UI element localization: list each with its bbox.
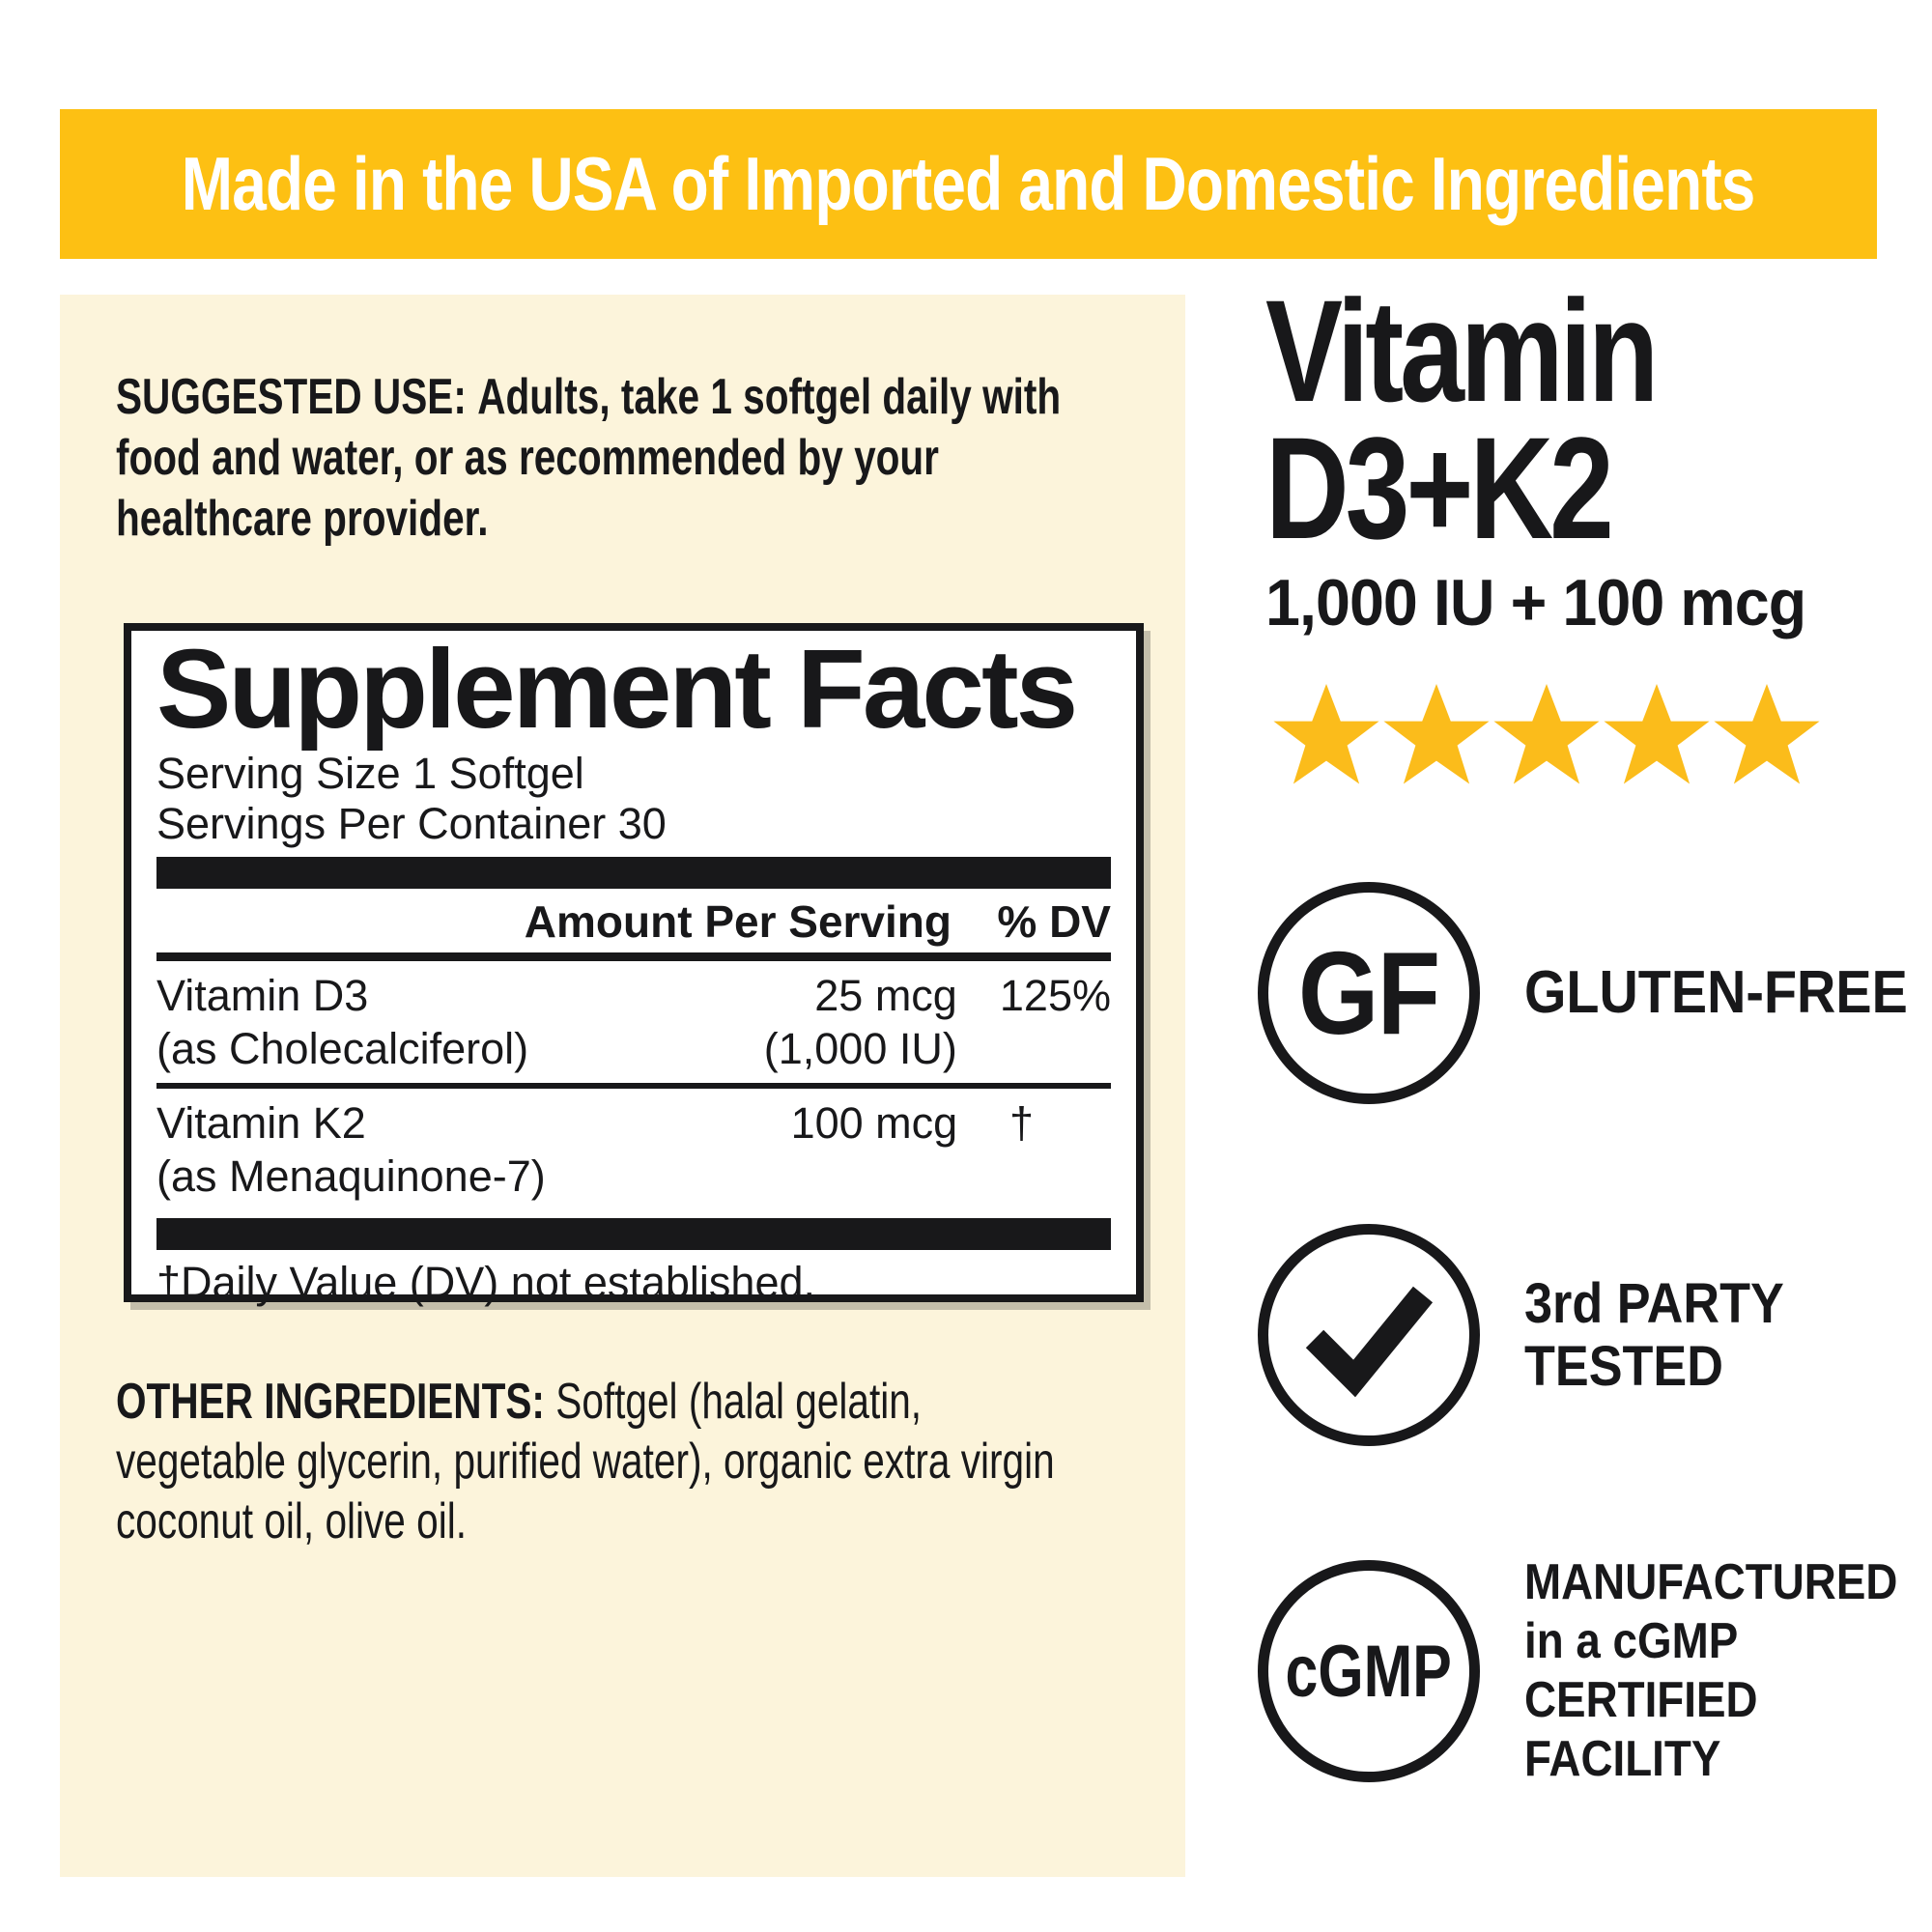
supplement-facts-panel: Supplement Facts Serving Size 1 Softgel …	[124, 623, 1144, 1306]
star-icon	[1714, 684, 1820, 784]
banner-text: Made in the USA of Imported and Domestic…	[182, 141, 1756, 226]
divider-bar-bottom	[156, 1218, 1111, 1250]
nutrient-amount: 25 mcg (1,000 IU)	[763, 971, 957, 1073]
nutrient-name: Vitamin K2 (as Menaquinone-7)	[156, 1098, 546, 1201]
other-ingredients-line3: coconut oil, olive oil.	[116, 1493, 467, 1549]
suggested-use-text: SUGGESTED USE: Adults, take 1 softgel dai…	[116, 367, 1327, 550]
badge-gluten-free: GF GLUTEN-FREE	[1258, 882, 1932, 1104]
rating-stars	[1271, 684, 1922, 788]
cgmp-label: MANUFACTURED in a cGMP CERTIFIED FACILIT…	[1524, 1554, 1898, 1787]
badge-third-party-tested: 3rd PARTY TESTED	[1258, 1224, 1813, 1446]
footnote-daily-value: †Daily Value (DV) not established.	[156, 1258, 816, 1307]
star-icon	[1604, 684, 1710, 784]
nutrient-row-vitamin-k2: Vitamin K2 (as Menaquinone-7) 100 mcg †	[156, 1089, 1111, 1210]
suggested-use-line3: healthcare provider.	[116, 491, 489, 547]
suggested-use-line1: Adults, take 1 softgel daily with	[477, 369, 1062, 425]
other-ingredients-label: OTHER INGREDIENTS:	[116, 1374, 545, 1430]
other-ingredients-text: OTHER INGREDIENTS: Softgel (halal gelatin…	[116, 1372, 1320, 1551]
product-title-line1: Vitamin	[1265, 270, 1659, 432]
right-info-column: Vitamin D3+K2 1,000 IU + 100 mcg	[1265, 270, 1922, 788]
percent-dv-header: % DV	[997, 896, 1111, 947]
star-icon	[1493, 684, 1600, 784]
cgmp-icon: cGMP	[1258, 1560, 1480, 1782]
other-ingredients-line: OTHER INGREDIENTS: Softgel (halal gelatin…	[116, 1372, 1055, 1432]
nutrient-dv: †	[1009, 1098, 1034, 1148]
nutrient-name: Vitamin D3 (as Cholecalciferol)	[156, 971, 529, 1073]
supplement-facts-title: Supplement Facts	[156, 626, 1078, 752]
third-party-tested-label: 3rd PARTY TESTED	[1524, 1272, 1784, 1398]
suggested-use-label: SUGGESTED USE:	[116, 369, 467, 425]
divider-bar-top	[156, 857, 1111, 889]
checkmark-glyph	[1305, 1286, 1434, 1398]
suggested-use-line: SUGGESTED USE: Adults, take 1 softgel dai…	[116, 367, 1061, 428]
serving-size: Serving Size 1 Softgel	[156, 749, 584, 798]
other-ingredients-line2: vegetable glycerin, purified water), org…	[116, 1434, 1055, 1490]
product-title-line2: D3+K2	[1265, 407, 1614, 569]
left-info-panel: SUGGESTED USE: Adults, take 1 softgel dai…	[60, 295, 1185, 1877]
nutrition-table-header: Amount Per Serving % DV	[156, 889, 1111, 961]
product-strength: 1,000 IU + 100 mcg	[1265, 566, 1806, 639]
nutrient-row-vitamin-d3: Vitamin D3 (as Cholecalciferol) 25 mcg (…	[156, 961, 1111, 1089]
nutrient-dv: 125%	[999, 971, 1111, 1020]
made-in-usa-banner: Made in the USA of Imported and Domestic…	[60, 109, 1877, 259]
check-icon	[1258, 1224, 1480, 1446]
gluten-free-label: GLUTEN-FREE	[1524, 959, 1908, 1026]
product-title: Vitamin D3+K2	[1265, 270, 1922, 569]
other-ingredients-line1: Softgel (halal gelatin,	[555, 1374, 923, 1430]
amount-per-serving-header: Amount Per Serving	[524, 896, 952, 947]
gluten-free-icon: GF	[1258, 882, 1480, 1104]
badge-cgmp: cGMP MANUFACTURED in a cGMP CERTIFIED FA…	[1258, 1553, 1932, 1789]
star-icon	[1383, 684, 1490, 784]
suggested-use-line2: food and water, or as recommended by you…	[116, 430, 939, 486]
servings-per-container: Servings Per Container 30	[156, 799, 667, 848]
nutrient-amount: 100 mcg	[790, 1098, 958, 1148]
star-icon	[1273, 684, 1379, 784]
